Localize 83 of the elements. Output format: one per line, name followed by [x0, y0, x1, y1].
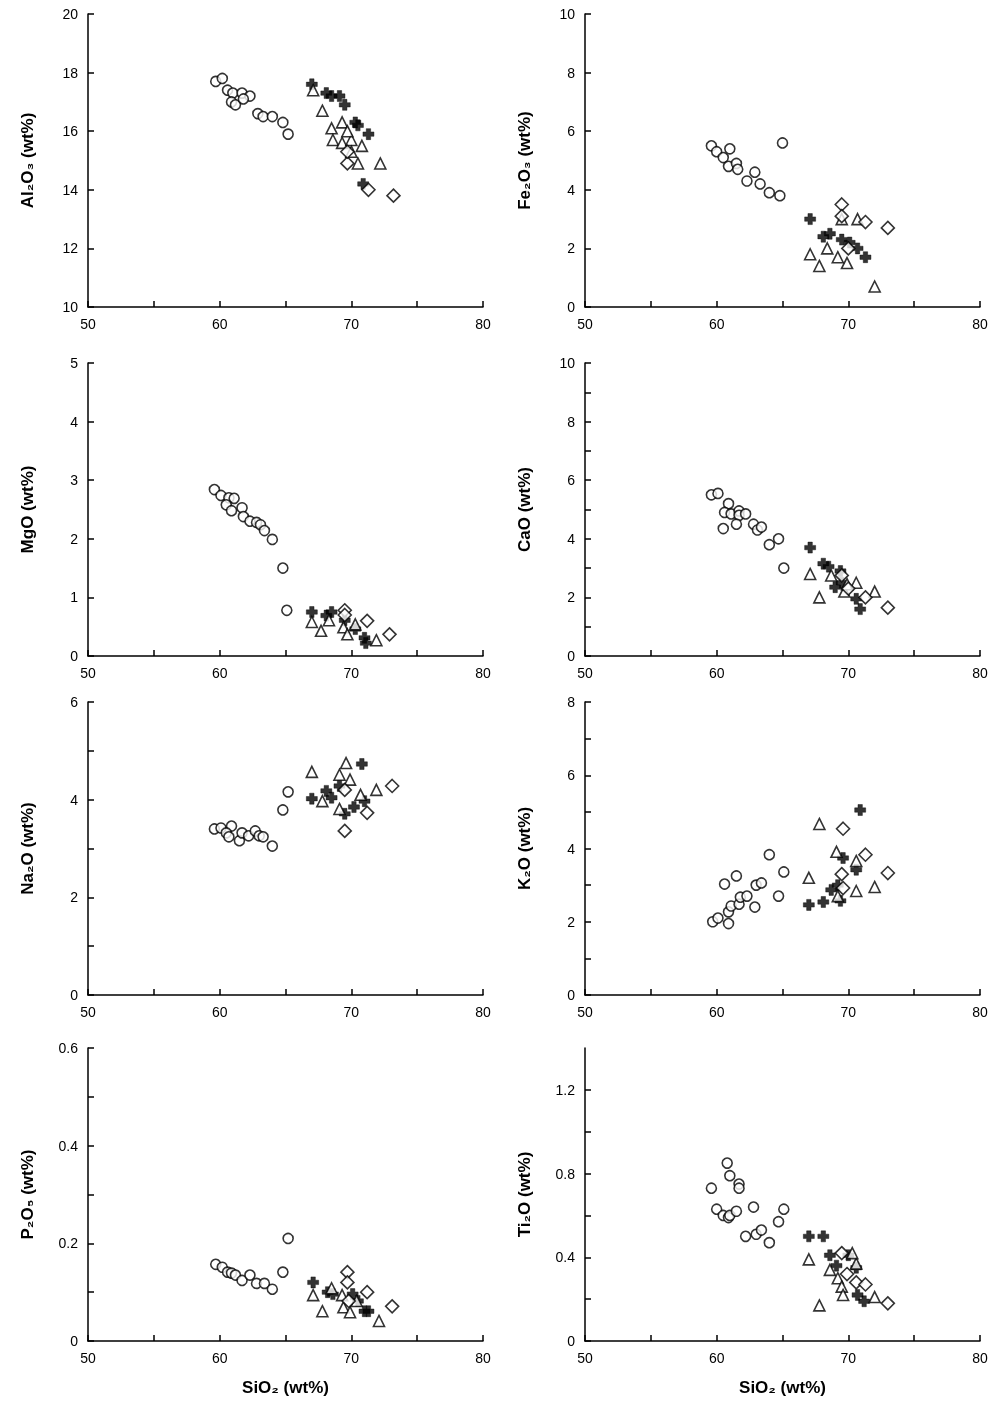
y-tick-label: 1	[70, 589, 79, 606]
x-tick-label: 70	[840, 316, 857, 332]
y-tick-label: 0	[70, 987, 79, 1003]
x-tick-label: 70	[343, 665, 360, 681]
x-tick-label: 50	[577, 1004, 593, 1020]
y-tick-label: 4	[70, 791, 79, 808]
y-tick-label: 2	[567, 240, 576, 257]
y-tick-label: 18	[62, 64, 79, 81]
y-tick-label: 8	[567, 694, 576, 710]
x-tick-label: 60	[708, 665, 725, 681]
x-tick-label: 80	[972, 1004, 988, 1020]
y-tick-label: 3	[70, 472, 79, 489]
y-tick-label: 4	[567, 181, 576, 198]
x-tick-label: 80	[972, 316, 988, 332]
y-axis-title: CaO (wt%)	[515, 467, 534, 552]
x-tick-label: 70	[840, 1350, 857, 1366]
y-tick-label: 0.4	[555, 1249, 576, 1266]
x-tick-label: 60	[211, 1350, 228, 1366]
y-tick-label: 8	[567, 64, 576, 81]
y-tick-label: 20	[62, 6, 79, 22]
y-tick-label: 4	[70, 413, 79, 430]
x-tick-label: 70	[840, 665, 857, 681]
y-tick-label: 0	[567, 1333, 576, 1349]
y-tick-label: 2	[567, 589, 576, 606]
y-axis-title: Fe₂O₃ (wt%)	[515, 111, 534, 210]
y-tick-label: 16	[62, 123, 79, 140]
x-axis-title: SiO₂ (wt%)	[242, 1378, 329, 1397]
x-tick-label: 50	[80, 316, 96, 332]
y-tick-label: 6	[567, 767, 576, 784]
x-tick-label: 60	[708, 316, 725, 332]
x-tick-label: 80	[475, 316, 491, 332]
x-tick-label: 80	[475, 665, 491, 681]
x-tick-label: 60	[211, 1004, 228, 1020]
x-tick-label: 80	[972, 1350, 988, 1366]
x-tick-label: 50	[577, 316, 593, 332]
x-tick-label: 60	[211, 665, 228, 681]
y-axis-title: Na₂O (wt%)	[18, 802, 37, 895]
x-tick-label: 50	[80, 1004, 96, 1020]
y-tick-label: 14	[62, 181, 79, 198]
y-tick-label: 0	[567, 648, 576, 664]
y-tick-label: 4	[567, 530, 576, 547]
y-tick-label: 0	[567, 987, 576, 1003]
y-tick-label: 6	[567, 472, 576, 489]
x-tick-label: 80	[475, 1350, 491, 1366]
y-axis-title: K₂O (wt%)	[515, 806, 534, 891]
y-axis-title: Ti₂O (wt%)	[515, 1151, 534, 1238]
y-tick-label: 0.2	[58, 1235, 79, 1252]
y-tick-label: 4	[567, 840, 576, 857]
x-tick-label: 70	[343, 316, 360, 332]
y-axis-title: P₂O₅ (wt%)	[18, 1149, 37, 1240]
y-tick-label: 10	[559, 355, 576, 371]
x-tick-label: 60	[708, 1350, 725, 1366]
x-axis-title: SiO₂ (wt%)	[739, 1378, 826, 1397]
x-tick-label: 60	[211, 316, 228, 332]
y-tick-label: 10	[559, 6, 576, 22]
y-tick-label: 0.8	[555, 1165, 576, 1182]
y-tick-label: 2	[567, 913, 576, 930]
y-tick-label: 0.4	[58, 1137, 79, 1154]
y-tick-label: 8	[567, 413, 576, 430]
y-tick-label: 0	[70, 648, 79, 664]
y-tick-label: 0.6	[58, 1040, 79, 1056]
x-tick-label: 50	[577, 665, 593, 681]
x-tick-label: 50	[80, 665, 96, 681]
y-tick-label: 10	[62, 299, 79, 315]
x-tick-label: 70	[840, 1004, 857, 1020]
y-tick-label: 0	[70, 1333, 79, 1349]
y-tick-label: 2	[70, 530, 79, 547]
y-axis-title: Al₂O₃ (wt%)	[18, 112, 37, 209]
x-tick-label: 80	[475, 1004, 491, 1020]
x-tick-label: 50	[80, 1350, 96, 1366]
y-tick-label: 2	[70, 889, 79, 906]
y-tick-label: 6	[567, 123, 576, 140]
x-tick-label: 70	[343, 1350, 360, 1366]
x-tick-label: 60	[708, 1004, 725, 1020]
y-tick-label: 12	[62, 240, 79, 257]
y-tick-label: 6	[70, 694, 79, 710]
x-tick-label: 70	[343, 1004, 360, 1020]
y-tick-label: 5	[70, 355, 79, 371]
y-axis-title: MgO (wt%)	[18, 465, 37, 554]
y-tick-label: 0	[567, 299, 576, 315]
y-tick-label: 1.2	[555, 1081, 576, 1098]
x-tick-label: 50	[577, 1350, 593, 1366]
x-tick-label: 80	[972, 665, 988, 681]
